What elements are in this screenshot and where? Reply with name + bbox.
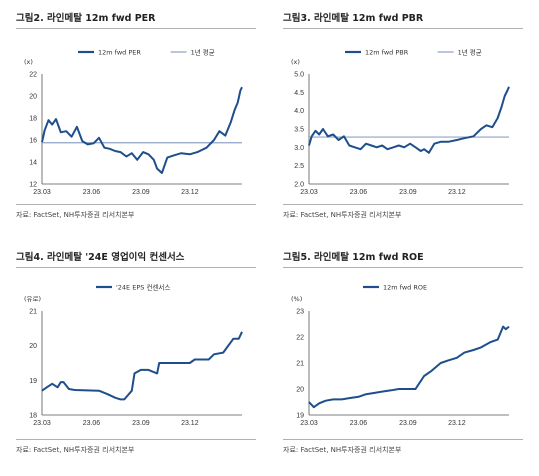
eps-chart: (유로) 18 19 20 21 23.03 23.06 23.09 23.12 '24E EPS…: [24, 283, 243, 427]
y-tick-label: 16: [29, 138, 37, 145]
y-tick-label: 19: [29, 378, 37, 385]
chart-area: (유로) 18 19 20 21 23.03 23.06 23.09 23.12 '24E EPS…: [16, 271, 256, 439]
y-tick-label: 21: [296, 361, 304, 368]
panel-fig2: 그림2. 라인메탈 12m fwd PER (x) 12 14 16 18 20 22 23.…: [16, 6, 256, 231]
source-note: 자료: FactSet, NH투자증권 리서치본부: [283, 446, 402, 454]
source-divider: [16, 204, 256, 205]
source-divider: [16, 439, 256, 440]
x-tick-label: 23.09: [132, 420, 150, 427]
source-divider: [283, 439, 523, 440]
y-tick-label: 20: [296, 387, 304, 394]
x-tick-label: 23.03: [300, 420, 318, 427]
legend-label: 1년 평균: [458, 48, 482, 57]
y-unit-label: (%): [291, 295, 302, 303]
title-divider: [16, 28, 256, 29]
chart-area: (x) 2.0 2.5 3.0 3.5 4.0 4.5 5.0 23.03 23.06 23.09 2…: [283, 32, 523, 200]
x-tick-label: 23.03: [33, 189, 51, 196]
y-unit-label: (x): [24, 58, 33, 66]
y-tick-label: 18: [29, 413, 37, 420]
chart-area: (x) 12 14 16 18 20 22 23.03 23.06 23.09 23.12 12m f…: [16, 32, 256, 200]
x-tick-label: 23.12: [181, 189, 199, 196]
y-tick-label: 20: [29, 343, 37, 350]
y-tick-label: 21: [29, 309, 37, 316]
panel-title: 그림3. 라인메탈 12m fwd PBR: [283, 13, 424, 24]
legend-label: 12m fwd PER: [98, 49, 141, 57]
panel-fig3: 그림3. 라인메탈 12m fwd PBR (x) 2.0 2.5 3.0 3.5 4.0…: [283, 6, 523, 231]
source-divider: [283, 204, 523, 205]
x-tick-label: 23.09: [399, 420, 417, 427]
legend-label: 12m fwd ROE: [383, 284, 427, 292]
y-tick-label: 4.5: [294, 90, 304, 97]
source-note: 자료: FactSet, NH투자증권 리서치본부: [283, 211, 402, 219]
x-tick-label: 23.06: [350, 420, 368, 427]
chart-area: (%) 19 20 21 22 23 23.03 23.06 23.09 23.12 12m fwd…: [283, 271, 523, 439]
panel-title: 그림4. 라인메탈 '24E 영업이익 컨센서스: [16, 252, 185, 263]
x-tick-label: 23.03: [300, 189, 318, 196]
x-tick-label: 23.06: [83, 420, 101, 427]
y-unit-label: (유로): [24, 295, 41, 303]
y-tick-label: 2.5: [294, 163, 304, 170]
y-tick-label: 3.5: [294, 127, 304, 134]
source-note: 자료: FactSet, NH투자증권 리서치본부: [16, 211, 135, 219]
y-tick-label: 19: [296, 413, 304, 420]
legend-label: 12m fwd PBR: [365, 49, 409, 57]
x-tick-label: 23.12: [448, 420, 466, 427]
x-tick-label: 23.06: [350, 189, 368, 196]
legend-label: 1년 평균: [191, 48, 215, 57]
panel-title: 그림5. 라인메탈 12m fwd ROE: [283, 252, 424, 263]
x-tick-label: 23.06: [83, 189, 101, 196]
x-tick-label: 23.12: [448, 189, 466, 196]
title-divider: [283, 267, 523, 268]
y-tick-label: 22: [29, 72, 37, 79]
title-divider: [16, 267, 256, 268]
y-unit-label: (x): [291, 58, 300, 66]
pbr-chart: (x) 2.0 2.5 3.0 3.5 4.0 4.5 5.0 23.03 23.06 23.09 2…: [291, 48, 510, 196]
y-tick-label: 3.0: [294, 145, 304, 152]
y-tick-label: 22: [296, 335, 304, 342]
series-line: [41, 86, 243, 174]
x-tick-label: 23.09: [132, 189, 150, 196]
y-tick-label: 14: [29, 160, 37, 167]
legend-label: '24E EPS 컨센서스: [116, 283, 170, 292]
y-tick-label: 5.0: [294, 72, 304, 79]
y-tick-label: 2.0: [294, 182, 304, 189]
x-tick-label: 23.09: [399, 189, 417, 196]
series-line: [41, 331, 243, 401]
y-tick-label: 20: [29, 94, 37, 101]
title-divider: [283, 28, 523, 29]
per-chart: (x) 12 14 16 18 20 22 23.03 23.06 23.09 23.12 12m f…: [24, 48, 243, 196]
panel-fig4: 그림4. 라인메탈 '24E 영업이익 컨센서스 (유로) 18 19 20 21 23.…: [16, 245, 256, 470]
series-line: [308, 86, 510, 154]
x-tick-label: 23.03: [33, 420, 51, 427]
source-note: 자료: FactSet, NH투자증권 리서치본부: [16, 446, 135, 454]
y-tick-label: 18: [29, 116, 37, 123]
y-tick-label: 12: [29, 182, 37, 189]
y-tick-label: 23: [296, 309, 304, 316]
x-tick-label: 23.12: [181, 420, 199, 427]
roe-chart: (%) 19 20 21 22 23 23.03 23.06 23.09 23.12 12m fwd…: [291, 284, 510, 427]
y-tick-label: 4.0: [294, 108, 304, 115]
series-line: [308, 325, 510, 409]
panel-fig5: 그림5. 라인메탈 12m fwd ROE (%) 19 20 21 22 23 23.03…: [283, 245, 523, 470]
panel-title: 그림2. 라인메탈 12m fwd PER: [16, 13, 156, 24]
